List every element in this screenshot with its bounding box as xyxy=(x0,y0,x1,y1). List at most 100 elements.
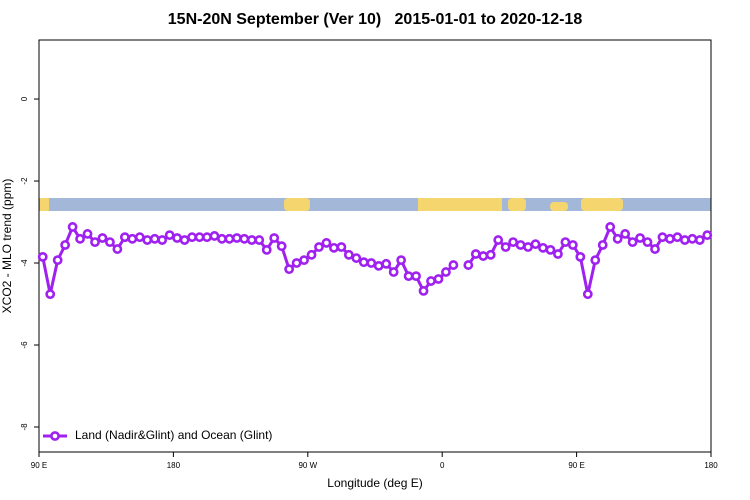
x-tick-label: 90 E xyxy=(31,461,47,470)
point xyxy=(284,264,295,275)
point xyxy=(702,230,713,241)
point xyxy=(52,255,63,266)
point xyxy=(179,235,190,245)
point xyxy=(373,260,384,271)
point xyxy=(620,229,631,239)
ocean-band xyxy=(39,198,711,211)
land-patch xyxy=(284,198,310,211)
point xyxy=(366,258,377,268)
point xyxy=(590,255,601,266)
point xyxy=(448,260,459,270)
point xyxy=(679,235,690,245)
point xyxy=(291,258,302,268)
point xyxy=(224,233,235,244)
point xyxy=(172,233,183,243)
point xyxy=(441,267,451,277)
point xyxy=(269,233,280,243)
point xyxy=(523,242,533,252)
point xyxy=(500,242,511,252)
plot-frame xyxy=(38,39,712,453)
point xyxy=(582,289,593,300)
point xyxy=(321,238,332,248)
point xyxy=(82,229,93,239)
point xyxy=(164,230,175,241)
point xyxy=(67,222,78,232)
point xyxy=(485,249,496,260)
land-patch xyxy=(550,202,568,211)
land-patch xyxy=(508,198,526,211)
point xyxy=(336,242,347,252)
point xyxy=(627,237,638,248)
point xyxy=(105,237,115,248)
point xyxy=(612,233,623,244)
point xyxy=(97,233,108,243)
land-ocean-strip xyxy=(39,198,711,211)
y-tick-label: -2 xyxy=(20,177,29,185)
point xyxy=(75,233,85,244)
x-tick-label: 0 xyxy=(440,461,445,470)
point xyxy=(299,255,309,266)
point xyxy=(358,257,369,268)
x-tick-label: 180 xyxy=(704,461,718,470)
point xyxy=(493,235,504,245)
point xyxy=(418,285,429,296)
point xyxy=(381,258,392,269)
land-patch xyxy=(418,198,502,211)
chart-title: 15N-20N September (Ver 10) 2015-01-01 to… xyxy=(168,11,583,28)
point xyxy=(142,235,153,245)
point xyxy=(261,244,272,255)
point xyxy=(351,253,362,263)
point xyxy=(276,241,287,252)
point xyxy=(119,232,130,243)
point xyxy=(254,235,265,245)
point xyxy=(329,242,339,253)
point xyxy=(388,267,399,277)
point xyxy=(470,249,481,259)
point xyxy=(672,232,683,243)
point xyxy=(567,240,578,250)
point xyxy=(45,289,56,300)
legend-label: Land (Nadir&Glint) and Ocean (Glint) xyxy=(75,428,272,442)
point xyxy=(411,271,421,282)
point xyxy=(515,240,526,250)
point xyxy=(90,237,100,248)
y-tick-label: -4 xyxy=(20,259,29,267)
point xyxy=(37,251,48,262)
point xyxy=(306,249,317,260)
point xyxy=(463,260,474,270)
point xyxy=(426,276,436,286)
point xyxy=(560,237,571,248)
point xyxy=(657,232,668,243)
point xyxy=(112,244,123,254)
point xyxy=(231,233,242,243)
point xyxy=(687,233,698,244)
point xyxy=(217,233,227,244)
point xyxy=(209,231,220,241)
point xyxy=(597,240,608,250)
y-tick-label: -8 xyxy=(20,423,29,431)
point xyxy=(545,244,556,255)
land-patch xyxy=(40,198,49,211)
point xyxy=(605,222,616,232)
point xyxy=(239,233,250,244)
point xyxy=(187,232,197,243)
point xyxy=(635,233,645,243)
point xyxy=(343,249,354,260)
point xyxy=(575,251,586,262)
point xyxy=(538,242,548,253)
point xyxy=(433,274,444,284)
x-tick-label: 90 W xyxy=(298,461,317,470)
point xyxy=(134,232,145,243)
y-tick-label: 0 xyxy=(20,96,29,101)
point xyxy=(553,249,563,259)
x-axis-label: Longitude (deg E) xyxy=(327,476,422,490)
point xyxy=(694,235,705,245)
point xyxy=(478,251,489,261)
point xyxy=(149,233,160,244)
point xyxy=(314,242,324,252)
point xyxy=(60,240,71,250)
y-tick-label: -6 xyxy=(20,341,29,349)
point xyxy=(246,235,257,245)
x-tick-label: 90 E xyxy=(568,461,584,470)
point xyxy=(508,237,519,248)
